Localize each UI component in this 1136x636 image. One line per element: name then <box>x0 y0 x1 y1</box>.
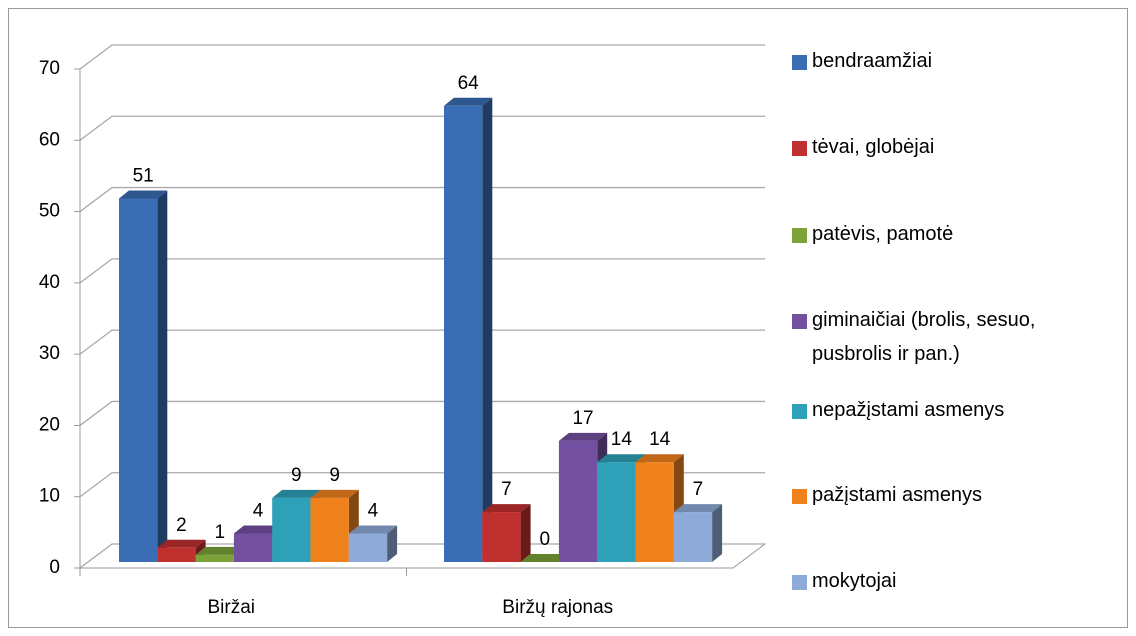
grid-line <box>79 329 765 355</box>
y-tick-label: 60 <box>39 129 60 150</box>
value-label: 2 <box>176 515 187 536</box>
grid-line <box>79 472 765 498</box>
bar-top <box>635 454 684 463</box>
bar <box>444 105 483 563</box>
grid-line <box>79 543 765 569</box>
legend-swatch <box>792 404 807 419</box>
y-tick-label: 40 <box>39 272 60 293</box>
legend-entry: patėvis, pamotė <box>792 217 1052 251</box>
legend-entry: bendraamžiai <box>792 44 1052 78</box>
y-tick-label: 0 <box>49 557 60 578</box>
bar-top <box>482 504 531 513</box>
grid-line <box>79 258 765 284</box>
bar-side <box>520 504 531 562</box>
bar-top <box>597 454 646 463</box>
legend-entry: mokytojai <box>792 564 1052 598</box>
bar-top <box>310 489 359 498</box>
bar-side <box>482 97 493 563</box>
bar <box>310 497 349 562</box>
value-label: 51 <box>133 165 154 186</box>
value-label: 9 <box>291 465 302 486</box>
x-tick-label: Biržų rajonas <box>502 597 613 618</box>
legend-entry: nepažįstami asmenys <box>792 393 1052 427</box>
legend-label: nepažįstami asmenys <box>812 399 1005 421</box>
bar-top <box>157 539 206 548</box>
bar-top <box>348 525 398 534</box>
legend-label: patėvis, pamotė <box>812 223 954 245</box>
value-label: 4 <box>368 501 379 522</box>
y-tick-label: 10 <box>39 486 60 507</box>
chart-border <box>8 8 1128 628</box>
legend-swatch <box>792 489 807 504</box>
legend-entry: tėvai, globėjai <box>792 130 1052 164</box>
grid-line <box>79 400 765 426</box>
legend-swatch <box>792 228 807 243</box>
bar-top <box>558 432 608 441</box>
bar <box>272 497 311 562</box>
bar-top <box>444 97 493 106</box>
grid-line <box>79 186 765 213</box>
value-label: 14 <box>649 429 671 450</box>
y-tick-label: 30 <box>39 343 60 364</box>
bar <box>195 554 234 562</box>
bar <box>635 462 674 562</box>
bar-side <box>387 525 398 562</box>
bar-top <box>233 525 283 534</box>
x-tick-label: Biržai <box>207 597 255 618</box>
bar <box>233 533 273 562</box>
value-label: 0 <box>539 529 550 550</box>
y-tick-label: 50 <box>39 201 60 222</box>
bar <box>558 440 598 562</box>
value-label: 7 <box>501 479 512 500</box>
bar-top <box>272 489 321 498</box>
legend-swatch <box>792 141 807 156</box>
legend-label: tėvai, globėjai <box>812 136 935 158</box>
legend-swatch <box>792 314 807 329</box>
bar-side <box>712 504 723 562</box>
bar <box>348 533 388 562</box>
value-label: 4 <box>253 501 264 522</box>
legend-entry: pažįstami asmenys <box>792 478 1052 512</box>
bar <box>482 512 521 562</box>
grid-line <box>79 44 765 70</box>
legend-entry: giminaičiai (brolis, sesuo, pusbrolis ir… <box>792 303 1052 371</box>
value-label: 1 <box>214 522 225 543</box>
y-tick-label: 20 <box>39 414 60 435</box>
legend-swatch <box>792 575 807 590</box>
bar <box>119 198 158 562</box>
bar-top <box>195 546 244 555</box>
y-tick-label: 70 <box>39 58 60 79</box>
legend-swatch <box>792 55 807 70</box>
bar <box>673 512 713 562</box>
value-label: 7 <box>693 479 704 500</box>
bar-top <box>673 504 723 513</box>
legend-label: giminaičiai (brolis, sesuo, pusbrolis ir… <box>812 309 1036 365</box>
value-label: 17 <box>572 408 593 429</box>
legend-label: pažįstami asmenys <box>812 484 983 506</box>
legend-label: mokytojai <box>812 570 897 592</box>
bar-top <box>520 554 569 562</box>
bar <box>597 462 636 562</box>
value-label: 14 <box>611 429 633 450</box>
bar <box>157 547 196 562</box>
bar-side <box>157 190 168 562</box>
legend-label: bendraamžiai <box>812 50 933 72</box>
grid-line <box>79 115 765 141</box>
bar-top <box>119 190 168 199</box>
value-label: 9 <box>329 465 340 486</box>
value-label: 64 <box>458 73 480 94</box>
